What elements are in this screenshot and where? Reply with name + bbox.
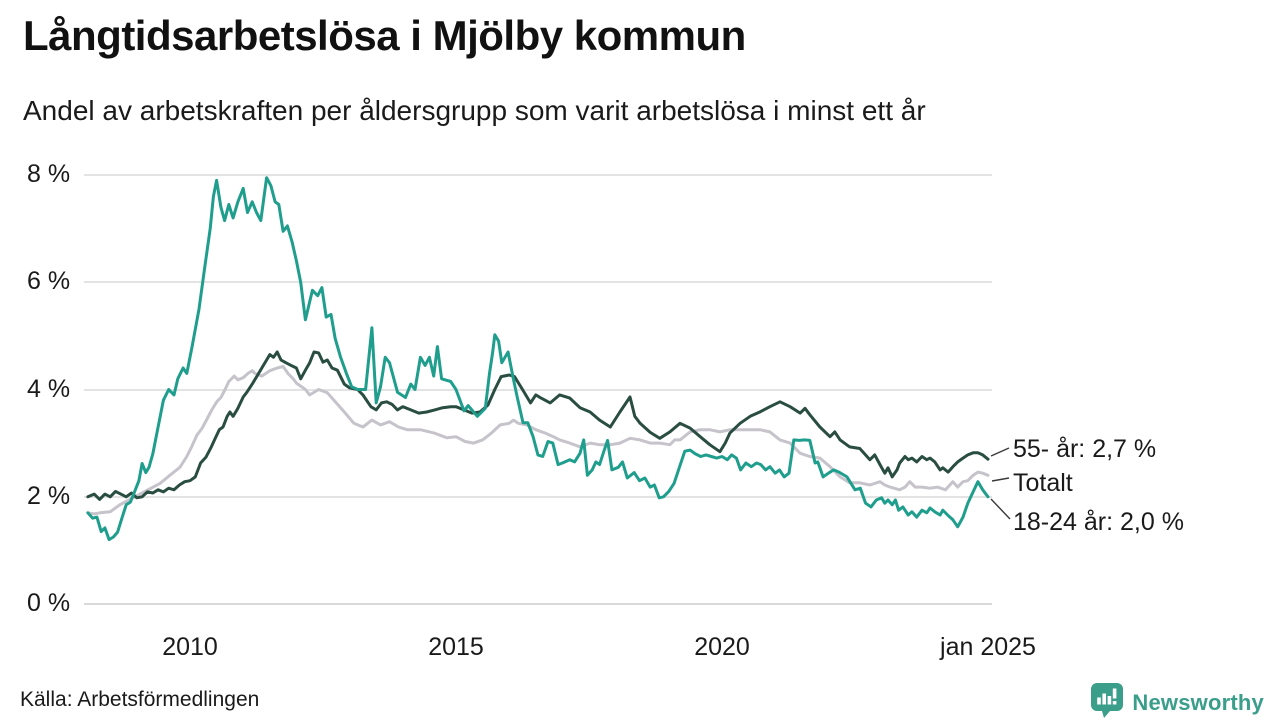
annotation-connector-2 bbox=[990, 498, 1011, 520]
x-tick-label: 2015 bbox=[428, 633, 484, 661]
annotation-55-ar: 55- år: 2,7 % bbox=[1013, 435, 1157, 463]
brand-name: Newsworthy bbox=[1132, 689, 1264, 715]
y-tick-label: 6 % bbox=[27, 267, 71, 296]
y-tick-label: 0 % bbox=[27, 589, 71, 617]
y-tick-label: 2 % bbox=[27, 481, 71, 510]
gridline-6 bbox=[84, 281, 992, 284]
annotation-connector-0 bbox=[990, 447, 1010, 457]
gridline-0 bbox=[84, 603, 992, 605]
series-line-55-r bbox=[86, 350, 990, 501]
annotation-18-24-ar: 18-24 år: 2,0 % bbox=[1013, 508, 1184, 536]
newsworthy-brand: Newsworthy bbox=[1090, 682, 1264, 723]
series-line-totalt bbox=[86, 364, 990, 516]
annotation-totalt: Totalt bbox=[1013, 469, 1073, 497]
x-tick-label: 2010 bbox=[162, 633, 218, 661]
bar-chart-speech-bubble-icon bbox=[1090, 682, 1124, 723]
gridline-2 bbox=[84, 495, 992, 498]
series-line-18-24-r bbox=[86, 176, 990, 542]
x-tick-label: 2020 bbox=[694, 633, 750, 661]
x-tick-label: jan 2025 bbox=[940, 633, 1036, 661]
gridline-4 bbox=[84, 388, 992, 391]
y-tick-label: 8 % bbox=[27, 160, 71, 188]
source-credit: Källa: Arbetsförmedlingen bbox=[20, 688, 260, 711]
page-title: Långtidsarbetslösa i Mjölby kommun bbox=[23, 12, 746, 59]
chart-subtitle: Andel av arbetskraften per åldersgrupp s… bbox=[23, 95, 926, 126]
gridline-8 bbox=[84, 174, 992, 176]
annotation-connector-1 bbox=[991, 477, 1010, 482]
y-tick-label: 4 % bbox=[27, 374, 71, 403]
